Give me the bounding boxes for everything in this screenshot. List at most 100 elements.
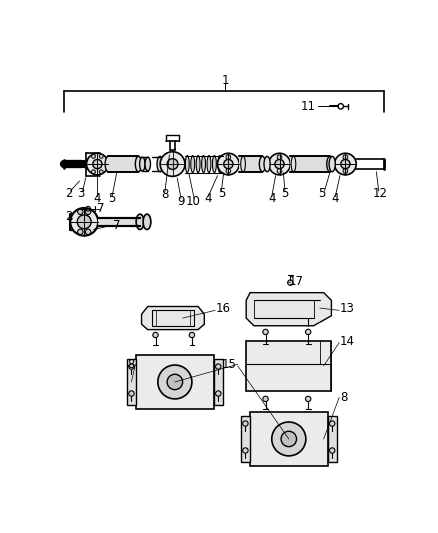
Text: 5: 5 [318, 187, 326, 200]
Circle shape [277, 155, 282, 159]
Text: 11: 11 [301, 100, 316, 113]
Circle shape [226, 168, 231, 173]
Circle shape [99, 155, 103, 158]
Bar [239, 156, 262, 172]
Bar [250, 412, 328, 466]
Ellipse shape [145, 157, 151, 171]
Circle shape [329, 448, 335, 453]
Circle shape [343, 168, 348, 173]
Text: 4: 4 [268, 192, 276, 205]
Circle shape [167, 159, 178, 169]
Bar [241, 416, 250, 462]
Bar [290, 156, 330, 172]
Circle shape [93, 159, 102, 168]
Circle shape [215, 391, 221, 396]
Text: 13: 13 [340, 302, 355, 316]
Text: 5: 5 [281, 187, 289, 200]
Ellipse shape [264, 156, 270, 172]
Circle shape [329, 421, 335, 426]
Ellipse shape [135, 156, 141, 172]
Ellipse shape [185, 156, 189, 173]
Text: 4: 4 [205, 192, 212, 205]
Circle shape [243, 421, 248, 426]
Text: 3: 3 [78, 187, 85, 200]
Ellipse shape [191, 156, 194, 173]
Polygon shape [141, 306, 204, 329]
Circle shape [343, 155, 348, 159]
Circle shape [87, 154, 108, 175]
Circle shape [243, 448, 248, 453]
Circle shape [226, 155, 231, 159]
Text: 5: 5 [218, 187, 225, 200]
Text: 2: 2 [65, 187, 72, 200]
Circle shape [78, 209, 83, 214]
Text: 5: 5 [109, 192, 116, 205]
Circle shape [167, 374, 183, 390]
Ellipse shape [136, 214, 144, 230]
Circle shape [189, 332, 194, 338]
Bar [136, 355, 214, 409]
Text: 12: 12 [373, 187, 388, 200]
Ellipse shape [259, 156, 265, 172]
Text: 7: 7 [113, 219, 120, 232]
Bar [328, 416, 337, 462]
Text: 2: 2 [65, 210, 72, 223]
Text: 4: 4 [94, 192, 101, 205]
Text: 1: 1 [222, 75, 229, 87]
Text: 14: 14 [340, 335, 355, 348]
Circle shape [263, 329, 268, 335]
Text: 9: 9 [177, 195, 185, 207]
Circle shape [129, 391, 134, 396]
Circle shape [263, 396, 268, 401]
Text: 17: 17 [289, 276, 304, 288]
Circle shape [305, 329, 311, 335]
Ellipse shape [196, 156, 200, 173]
Ellipse shape [218, 156, 222, 173]
Ellipse shape [201, 156, 205, 173]
Circle shape [160, 152, 185, 176]
Text: 8: 8 [340, 391, 347, 404]
Text: 16: 16 [216, 302, 231, 316]
Circle shape [85, 209, 91, 214]
Circle shape [78, 229, 83, 235]
Ellipse shape [212, 156, 216, 173]
Circle shape [335, 154, 356, 175]
Circle shape [281, 431, 297, 447]
Circle shape [92, 155, 95, 158]
Circle shape [305, 396, 311, 401]
Text: 4: 4 [332, 192, 339, 205]
Ellipse shape [327, 156, 333, 172]
Bar [214, 359, 223, 405]
Ellipse shape [241, 156, 245, 172]
Text: 8: 8 [161, 188, 169, 201]
Circle shape [268, 154, 290, 175]
Circle shape [153, 332, 158, 338]
Circle shape [85, 229, 91, 235]
Bar [108, 156, 138, 172]
Circle shape [224, 159, 233, 168]
Circle shape [77, 215, 91, 229]
Circle shape [129, 364, 134, 369]
Ellipse shape [329, 156, 336, 172]
Circle shape [99, 170, 103, 174]
Text: 7: 7 [98, 202, 105, 215]
Circle shape [158, 365, 192, 399]
Ellipse shape [157, 156, 163, 172]
Bar [246, 341, 332, 391]
Circle shape [275, 159, 284, 168]
Circle shape [341, 159, 350, 168]
Circle shape [218, 154, 239, 175]
Circle shape [215, 364, 221, 369]
Ellipse shape [207, 156, 211, 173]
Circle shape [92, 170, 95, 174]
Circle shape [70, 208, 98, 236]
Text: 15: 15 [222, 358, 237, 371]
Ellipse shape [140, 157, 145, 171]
Bar [98, 218, 140, 225]
Circle shape [277, 168, 282, 173]
Circle shape [272, 422, 306, 456]
Ellipse shape [135, 156, 141, 172]
Circle shape [288, 280, 293, 285]
Bar [127, 359, 136, 405]
Polygon shape [246, 293, 332, 326]
